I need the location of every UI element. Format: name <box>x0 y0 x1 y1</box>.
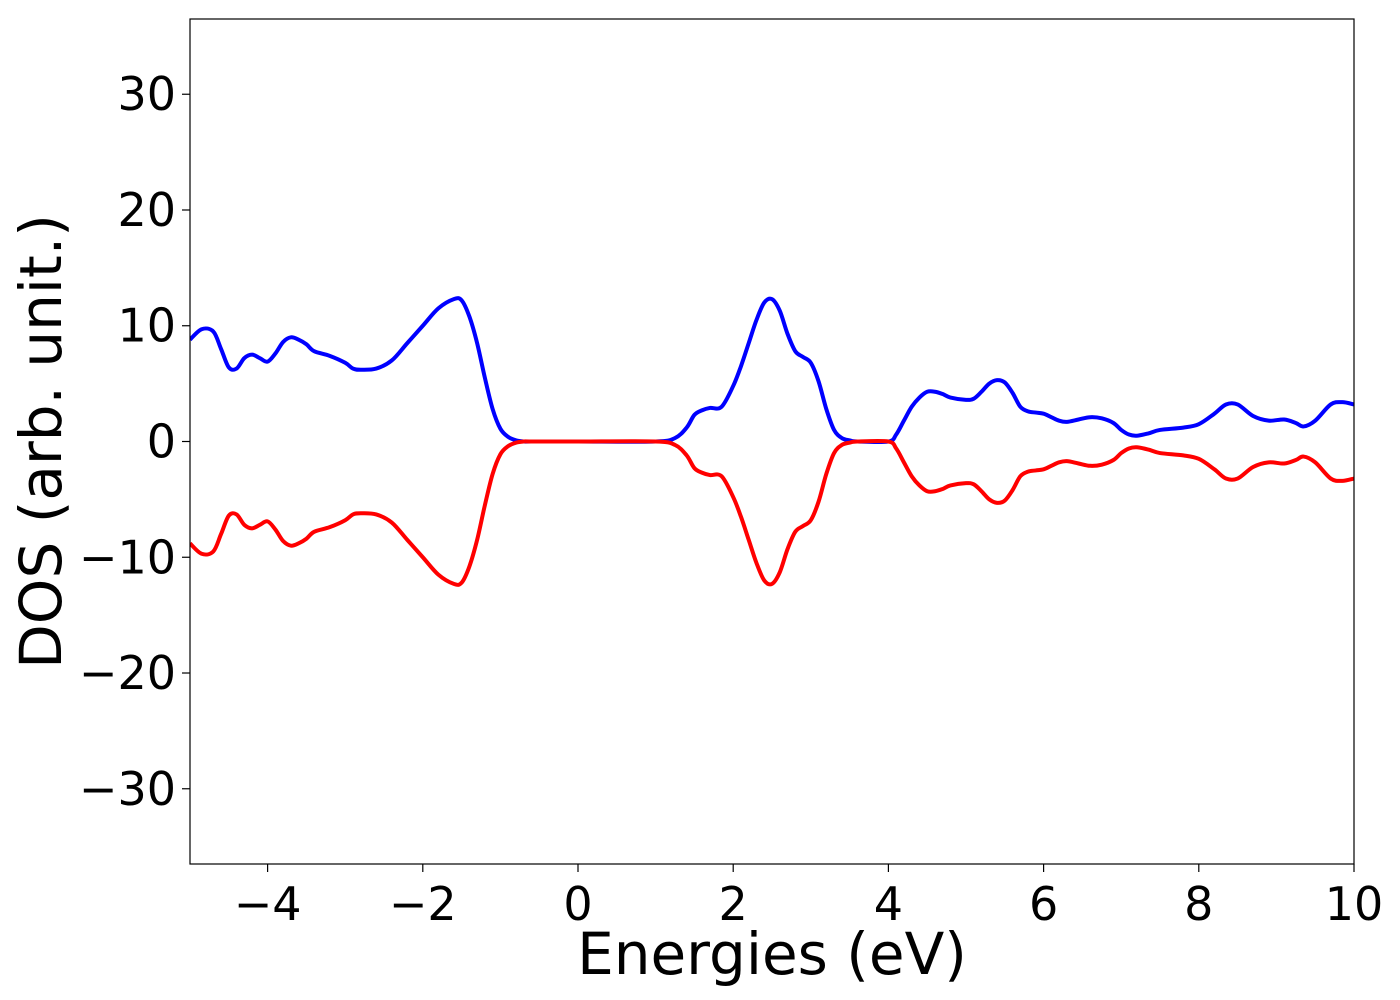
x-tick-label: 10 <box>1325 877 1384 931</box>
y-tick-label: 20 <box>117 183 176 237</box>
x-axis-label: Energies (eV) <box>577 920 967 988</box>
plot-frame <box>189 18 1355 865</box>
x-tick-label: 4 <box>874 877 903 931</box>
y-axis-label: DOS (arb. unit.) <box>7 214 75 669</box>
series-line-2 <box>190 438 1354 587</box>
x-tick-label: 0 <box>563 877 592 931</box>
y-axis-ticks: −30 −20 −10 0 10 20 30 <box>79 67 190 816</box>
x-tick-label: 6 <box>1029 877 1058 931</box>
y-tick-label: 30 <box>117 67 176 121</box>
y-tick-label: 0 <box>147 415 176 469</box>
y-tick-label: −20 <box>79 646 176 700</box>
y-tick-label: −10 <box>79 530 176 584</box>
plot-content <box>190 296 1354 587</box>
y-tick-label: 10 <box>117 299 176 353</box>
y-tick-label: −30 <box>79 762 176 816</box>
x-tick-label: −4 <box>234 877 302 931</box>
series-line-1 <box>190 296 1354 445</box>
x-axis-ticks: −4 −2 0 2 4 6 8 10 <box>234 864 1384 931</box>
x-tick-label: −2 <box>389 877 457 931</box>
x-tick-label: 8 <box>1184 877 1213 931</box>
x-tick-label: 2 <box>719 877 748 931</box>
